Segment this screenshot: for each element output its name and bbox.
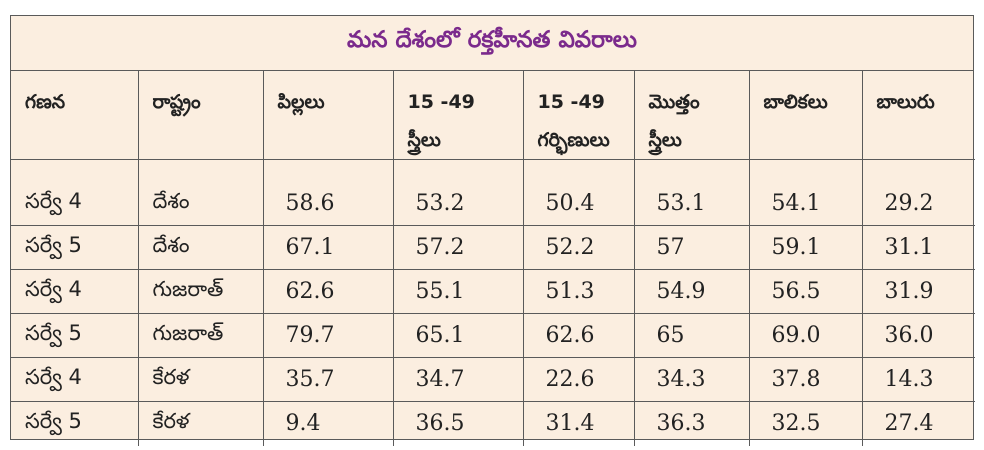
- cell-survey: సర్వే 4: [11, 269, 139, 314]
- cell-survey: సర్వే 5: [11, 225, 139, 270]
- anemia-table: గణన రాష్ట్రం పిల్లలు 15 -49 స్త్రీలు 15 …: [11, 71, 975, 446]
- table-row: సర్వే 4 కేరళ 35.7 34.7 22.6 34.3 37.8 14…: [11, 357, 975, 402]
- cell-state: గుజరాత్: [138, 269, 264, 314]
- cell-state: దేశం: [138, 225, 264, 270]
- cell-children: 9.4: [263, 401, 394, 446]
- table-row: సర్వే 5 గుజరాత్ 79.7 65.1 62.6 65 69.0 3…: [11, 313, 975, 358]
- cell-pregnant: 50.4: [523, 159, 635, 226]
- cell-survey: సర్వే 4: [11, 159, 139, 226]
- cell-total-women: 57: [634, 225, 750, 270]
- cell-girls: 54.1: [749, 159, 863, 226]
- cell-girls: 32.5: [749, 401, 863, 446]
- header-children: పిల్లలు: [263, 71, 394, 160]
- cell-girls: 69.0: [749, 313, 863, 358]
- cell-women: 55.1: [393, 269, 524, 314]
- cell-children: 62.6: [263, 269, 394, 314]
- cell-boys: 27.4: [884, 411, 934, 437]
- cell-boys: 31.9: [862, 269, 975, 314]
- cell-women: 57.2: [393, 225, 524, 270]
- table-row: సర్వే 5 కేరళ 9.4 36.5 31.4 36.3 32.5 27.…: [11, 401, 975, 446]
- cell-survey: సర్వే 4: [11, 357, 139, 402]
- header-pregnant-15-49: 15 -49 గర్భిణులు: [523, 71, 635, 160]
- cell-pregnant: 22.6: [523, 357, 635, 402]
- cell-women: 65.1: [393, 313, 524, 358]
- table-row: సర్వే 5 దేశం 67.1 57.2 52.2 57 59.1 31.1: [11, 225, 975, 270]
- cell-pregnant: 52.2: [523, 225, 635, 270]
- cell-state: దేశం: [138, 159, 264, 226]
- cell-children: 67.1: [263, 225, 394, 270]
- cell-pregnant: 31.4: [523, 401, 635, 446]
- cell-total-women: 34.3: [634, 357, 750, 402]
- cell-girls: 59.1: [749, 225, 863, 270]
- table-row: సర్వే 4 గుజరాత్ 62.6 55.1 51.3 54.9 56.5…: [11, 269, 975, 314]
- cell-state: కేరళ: [138, 357, 264, 402]
- cell-women: 36.5: [393, 401, 524, 446]
- cell-pregnant: 62.6: [523, 313, 635, 358]
- header-row: గణన రాష్ట్రం పిల్లలు 15 -49 స్త్రీలు 15 …: [11, 71, 975, 160]
- header-boys: బాలురు: [862, 71, 975, 160]
- cell-total-women: 65: [634, 313, 750, 358]
- cell-state: కేరళ: [138, 401, 264, 446]
- cell-women: 34.7: [393, 357, 524, 402]
- cell-boys: 31.1: [862, 225, 975, 270]
- cell-state: గుజరాత్: [138, 313, 264, 358]
- cell-children: 35.7: [263, 357, 394, 402]
- header-girls: బాలికలు: [749, 71, 863, 160]
- cell-pregnant: 51.3: [523, 269, 635, 314]
- cell-children: 79.7: [263, 313, 394, 358]
- header-women-15-49: 15 -49 స్త్రీలు: [393, 71, 524, 160]
- header-state: రాష్ట్రం: [138, 71, 264, 160]
- cell-survey: సర్వే 5: [11, 401, 139, 446]
- cell-children: 58.6: [263, 159, 394, 226]
- cell-total-women: 54.9: [634, 269, 750, 314]
- cell-women: 53.2: [393, 159, 524, 226]
- cell-survey: సర్వే 5: [11, 313, 139, 358]
- cell-girls: 56.5: [749, 269, 863, 314]
- table-row: సర్వే 4 దేశం 58.6 53.2 50.4 53.1 54.1 29…: [11, 159, 975, 226]
- header-total-women: మొత్తం స్త్రీలు: [634, 71, 750, 160]
- cell-boys: 29.2: [862, 159, 975, 226]
- cell-total-women: 53.1: [634, 159, 750, 226]
- cell-boys: 36.0: [862, 313, 975, 358]
- table-title: మన దేశంలో రక్తహీనత వివరాలు: [11, 16, 973, 71]
- cell-girls: 37.8: [749, 357, 863, 402]
- cell-total-women: 36.3: [634, 401, 750, 446]
- cell-boys: 14.3: [862, 357, 975, 402]
- anemia-table-card: మన దేశంలో రక్తహీనత వివరాలు గణన రాష్ట్రం …: [10, 15, 975, 446]
- header-survey: గణన: [11, 71, 139, 160]
